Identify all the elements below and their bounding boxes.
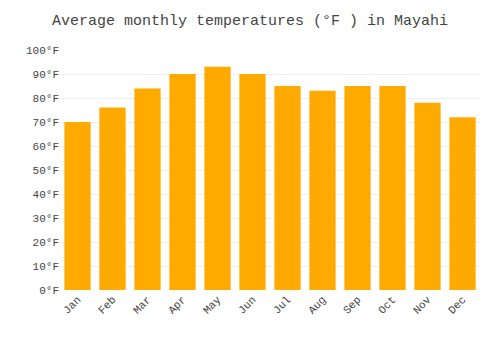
svg-text:Mar: Mar bbox=[131, 294, 153, 316]
svg-text:Jul: Jul bbox=[271, 294, 293, 316]
svg-text:Sep: Sep bbox=[341, 294, 363, 316]
svg-text:70°F: 70°F bbox=[33, 117, 59, 129]
svg-text:30°F: 30°F bbox=[33, 213, 59, 225]
svg-text:Average monthly temperatures (: Average monthly temperatures (°F ) in Ma… bbox=[52, 13, 448, 30]
svg-text:80°F: 80°F bbox=[33, 93, 59, 105]
svg-text:40°F: 40°F bbox=[33, 189, 59, 201]
svg-text:Feb: Feb bbox=[96, 294, 118, 316]
svg-text:10°F: 10°F bbox=[33, 261, 59, 273]
svg-text:Dec: Dec bbox=[446, 294, 468, 316]
svg-text:0°F: 0°F bbox=[39, 285, 59, 297]
svg-text:90°F: 90°F bbox=[33, 69, 59, 81]
svg-text:Jan: Jan bbox=[61, 294, 83, 316]
svg-text:100°F: 100°F bbox=[26, 45, 59, 57]
svg-text:20°F: 20°F bbox=[33, 237, 59, 249]
svg-text:60°F: 60°F bbox=[33, 141, 59, 153]
svg-text:Oct: Oct bbox=[376, 294, 398, 316]
svg-text:Nov: Nov bbox=[411, 294, 434, 317]
svg-text:Aug: Aug bbox=[306, 294, 328, 316]
svg-text:Apr: Apr bbox=[166, 294, 188, 316]
svg-text:50°F: 50°F bbox=[33, 165, 59, 177]
svg-text:Jun: Jun bbox=[236, 294, 258, 316]
svg-text:May: May bbox=[201, 294, 224, 317]
